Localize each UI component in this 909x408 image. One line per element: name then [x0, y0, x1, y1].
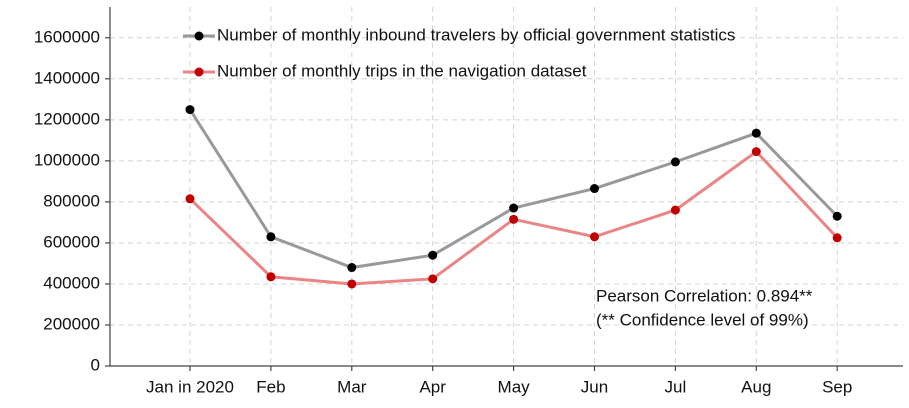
- data-point: [590, 232, 599, 242]
- data-point: [832, 233, 842, 243]
- data-point: [347, 263, 357, 273]
- x-tick-label: Jul: [665, 377, 687, 396]
- data-point: [590, 184, 599, 194]
- x-tick-label: Aug: [741, 377, 771, 396]
- data-point: [670, 205, 680, 215]
- legend-label: Number of monthly trips in the navigatio…: [217, 61, 587, 80]
- y-tick-label: 1200000: [34, 109, 100, 128]
- annotation: (** Confidence level of 99%): [596, 310, 809, 329]
- legend-marker: [194, 31, 204, 41]
- annotation: Pearson Correlation: 0.894**: [596, 286, 813, 305]
- legend-label: Number of monthly inbound travelers by o…: [217, 25, 735, 44]
- data-point: [347, 279, 357, 289]
- data-point: [832, 211, 842, 221]
- data-point: [266, 272, 276, 282]
- y-tick-label: 200000: [43, 314, 100, 333]
- data-point: [509, 203, 519, 213]
- y-tick-label: 600000: [43, 232, 100, 251]
- x-tick-label: May: [498, 377, 531, 396]
- x-tick-label: Apr: [419, 377, 446, 396]
- legend-marker: [194, 67, 204, 77]
- data-point: [428, 274, 438, 284]
- y-tick-label: 800000: [43, 191, 100, 210]
- data-point: [509, 214, 519, 224]
- y-tick-label: 0: [91, 355, 100, 374]
- data-point: [266, 232, 276, 242]
- data-point: [185, 105, 195, 115]
- x-tick-label: Jun: [581, 377, 608, 396]
- x-tick-label: Feb: [256, 377, 285, 396]
- data-point: [428, 250, 438, 260]
- y-tick-label: 400000: [43, 273, 100, 292]
- x-tick-label: Sep: [822, 377, 852, 396]
- data-point: [670, 157, 680, 167]
- y-tick-label: 1400000: [34, 68, 100, 87]
- y-tick-label: 1600000: [34, 27, 100, 46]
- x-tick-label: Mar: [337, 377, 367, 396]
- x-tick-label: Jan in 2020: [146, 377, 234, 396]
- data-point: [185, 194, 195, 204]
- y-tick-label: 1000000: [34, 150, 100, 169]
- data-point: [751, 128, 761, 138]
- data-point: [751, 147, 761, 157]
